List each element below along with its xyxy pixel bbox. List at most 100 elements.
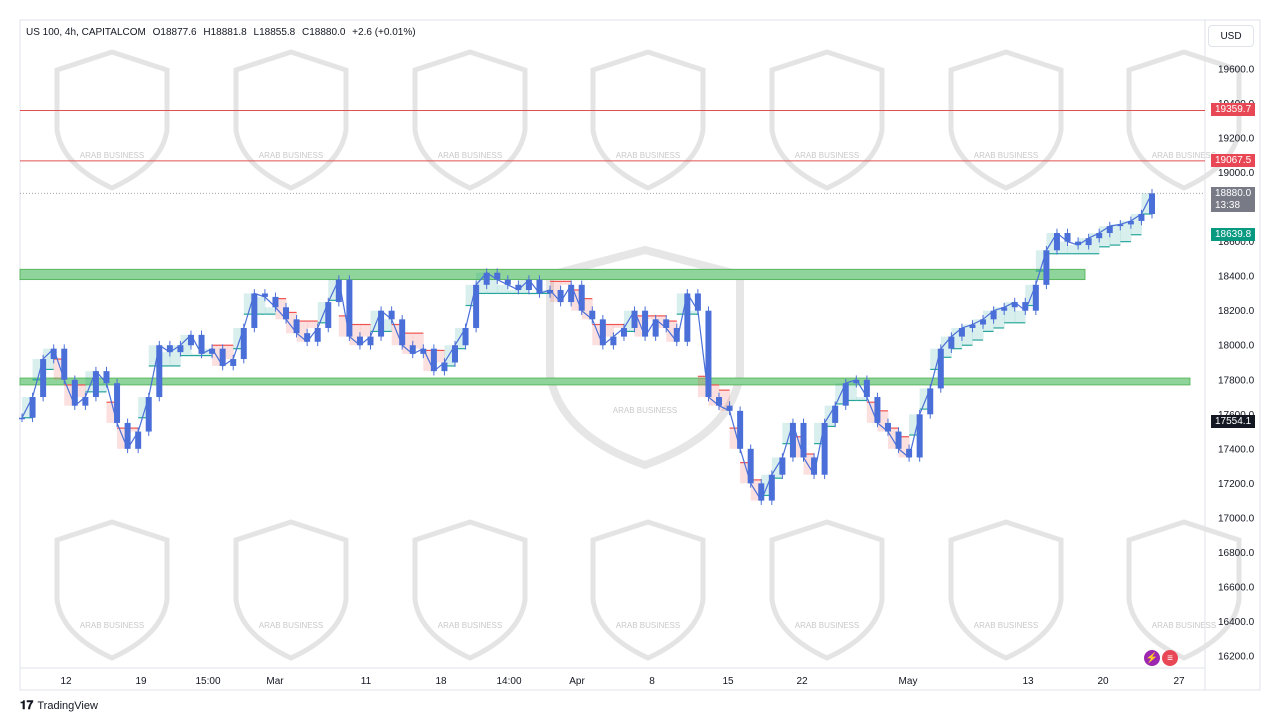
indicator-fill-segment	[370, 310, 382, 332]
currency-button[interactable]: USD	[1208, 25, 1254, 47]
indicator-fill-segment	[85, 371, 97, 392]
indicator-fill-segment	[286, 312, 298, 334]
indicator-fill-segment	[771, 457, 783, 479]
candle	[1043, 245, 1050, 290]
candle	[251, 289, 258, 333]
candle	[50, 344, 57, 364]
indicator-fill-segment	[877, 410, 889, 432]
x-tick-label: 20	[1097, 676, 1109, 687]
watermark-shield-icon: ARAB BUSINESS	[590, 519, 706, 661]
x-tick-label: 8	[649, 676, 655, 687]
event-flags[interactable]: ⚡ ≡	[1144, 650, 1178, 666]
indicator-fill-segment	[465, 284, 477, 306]
y-tick-label: 17200.0	[1218, 479, 1255, 490]
indicator-fill-segment	[993, 307, 1005, 328]
x-tick-label: 18	[435, 676, 447, 687]
symbol-name[interactable]: US 100, 4h, CAPITALCOM	[26, 27, 146, 38]
lightning-icon[interactable]: ⚡	[1144, 650, 1160, 666]
watermark-label: ARAB BUSINESS	[259, 151, 323, 160]
candle	[969, 320, 976, 333]
watermark-center-label: ARAB BUSINESS	[613, 406, 677, 415]
indicator-fill-segment	[201, 348, 213, 356]
indicator-fill-segment	[919, 388, 931, 410]
watermark-shield-icon: ARAB BUSINESS	[769, 519, 885, 661]
indicator-fill-segment	[740, 462, 752, 484]
candle	[114, 378, 121, 428]
close-value: C18880.0	[302, 27, 346, 38]
candle	[19, 413, 25, 423]
branding-text[interactable]: TradingView	[37, 699, 98, 712]
change-value: +2.6 (+0.01%)	[352, 27, 416, 38]
tradingview-logo-icon[interactable]: 𝟏𝟕	[20, 698, 34, 712]
candle	[156, 340, 163, 402]
indicator-fill-segment	[909, 414, 921, 436]
y-tick-label: 18200.0	[1218, 306, 1255, 317]
watermark-label: ARAB BUSINESS	[438, 621, 502, 630]
indicator-fill-segment	[930, 348, 942, 370]
indicator-fill-segment	[497, 284, 509, 294]
price-label-resistance-high: 19359.7	[1211, 103, 1255, 116]
indicator-fill-segment	[972, 319, 984, 341]
candle	[483, 268, 490, 290]
watermark-label: ARAB BUSINESS	[974, 621, 1038, 630]
watermark-label: ARAB BUSINESS	[616, 621, 680, 630]
x-tick-label: 22	[796, 676, 808, 687]
candle	[187, 330, 194, 350]
candle	[663, 315, 670, 333]
candle	[853, 375, 860, 388]
watermark-label: ARAB BUSINESS	[80, 151, 144, 160]
indicator-fill-segment	[349, 324, 361, 346]
indicator-fill-segment	[581, 298, 593, 320]
indicator-fill-segment	[1035, 250, 1047, 271]
price-label-crosshair: 17554.1	[1211, 415, 1255, 428]
watermark-shield-icon: ARAB BUSINESS	[54, 49, 170, 191]
watermark-shield-icon: ARAB BUSINESS	[948, 49, 1064, 191]
candle	[1075, 237, 1082, 250]
candle	[937, 344, 944, 393]
indicator-fill-segment	[761, 474, 773, 496]
indicator-fill-segment	[750, 479, 762, 501]
open-value: O18877.6	[152, 27, 197, 38]
watermark-label: ARAB BUSINESS	[1152, 621, 1216, 630]
indicator-fill-segment	[687, 310, 699, 315]
indicator-fill-segment	[476, 272, 488, 294]
y-tick-label: 16600.0	[1218, 582, 1255, 593]
indicator-fill-segment	[117, 428, 129, 449]
watermark-layer: ARAB BUSINESS ARAB BUSINESS ARAB BUSINESS A…	[54, 49, 1242, 661]
candle	[547, 285, 554, 298]
x-tick-label: 11	[361, 676, 372, 687]
indicator-fill-segment	[243, 293, 255, 315]
candle	[916, 409, 923, 462]
y-tick-label: 17800.0	[1218, 375, 1255, 386]
indicator-fill-segment	[169, 345, 181, 366]
watermark-shield-icon: ARAB BUSINESS	[233, 519, 349, 661]
y-tick-label: 18600.0	[1218, 237, 1255, 248]
indicator-fill-segment	[961, 324, 973, 346]
indicator-fill-segment	[634, 315, 646, 337]
candle	[747, 444, 754, 488]
candle	[240, 323, 247, 364]
indicator-fill-segment	[433, 350, 445, 363]
price-label-resistance-mid: 19067.5	[1211, 154, 1255, 167]
us-flag-icon[interactable]: ≡	[1162, 650, 1178, 666]
candle	[272, 292, 279, 312]
x-axis-ticks: 12 19 15:00 Mar 11 18 14:00 Apr 8 15 22 May 13 20 27	[60, 676, 1185, 687]
indicator-fill-segment	[64, 384, 76, 406]
indicator-fill-segment	[708, 384, 720, 406]
candle	[948, 332, 955, 354]
candle	[610, 332, 617, 350]
indicator-fill-segment	[518, 279, 530, 294]
x-tick-label: Mar	[266, 676, 284, 687]
indicator-fill-segment	[571, 289, 583, 311]
indicator-fill-segment	[381, 319, 393, 332]
indicator-fill-segment	[898, 436, 910, 458]
indicator-fill-segment	[856, 397, 868, 401]
indicator-fill-segment	[486, 279, 498, 294]
candle	[990, 306, 997, 324]
indicator-fill-segment	[444, 345, 456, 366]
candle	[1138, 209, 1145, 226]
candle	[1001, 302, 1008, 316]
indicator-fill-segment	[127, 428, 139, 432]
